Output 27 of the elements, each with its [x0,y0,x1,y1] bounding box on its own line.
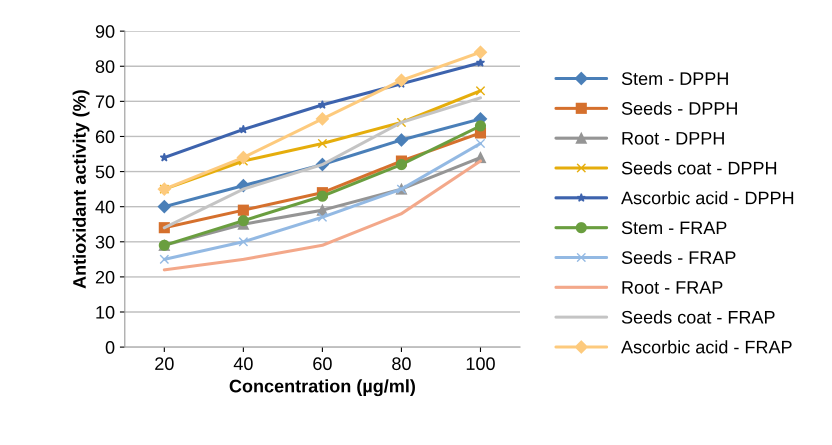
x-tick-label: 40 [234,357,253,370]
legend-label: Seeds coat - FRAP [622,310,775,324]
y-tick-label: 0 [106,341,114,354]
legend-label: Root - FRAP [622,281,722,294]
legend-label: Seeds - FRAP [622,250,736,264]
x-tick-label: 100 [466,357,495,370]
y-axis-title: Antioxidant activity (%) [72,90,90,288]
x-tick-label: 20 [155,357,174,370]
y-tick-label: 70 [96,95,114,108]
legend-label: Stem - DPPH [622,72,728,86]
legend-label: Ascorbic acid - FRAP [621,340,792,354]
y-tick-label: 30 [96,236,114,249]
legend-label: Root - DPPH [622,132,724,145]
y-tick-label: 10 [96,306,114,319]
x-tick-label: 80 [392,357,411,370]
legend-label: Seeds coat - DPPH [622,161,776,174]
y-tick-label: 20 [96,270,114,284]
x-axis-title: Concentration (µg/ml) [230,379,415,396]
y-tick-label: 60 [96,130,114,144]
y-tick-label: 40 [95,200,114,214]
y-tick-label: 50 [96,166,114,178]
legend-label: Ascorbic acid - DPPH [621,191,794,204]
legend-label: Seeds - DPPH [622,102,737,115]
y-tick-label: 80 [96,60,114,73]
x-tick-label: 60 [313,357,332,370]
y-tick-label: 90 [96,25,114,38]
legend-label: Stem - FRAP [622,221,726,234]
